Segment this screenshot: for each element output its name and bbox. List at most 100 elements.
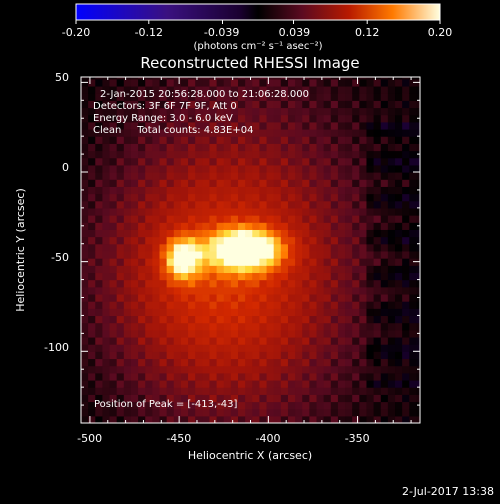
heatmap-cell	[130, 344, 139, 352]
heatmap-cell	[323, 77, 332, 80]
heatmap-cell	[273, 379, 282, 388]
heatmap-cell	[216, 351, 225, 360]
heatmap-cell	[245, 121, 253, 130]
heatmap-cell	[345, 293, 353, 302]
heatmap-cell	[380, 78, 389, 87]
heatmap-cell	[138, 301, 146, 309]
heatmap-cell	[266, 215, 275, 223]
heatmap-cell	[223, 408, 232, 417]
heatmap-cell	[302, 272, 310, 281]
heatmap-cell	[152, 93, 161, 101]
heatmap-cell	[223, 121, 232, 130]
heatmap-cell	[266, 179, 275, 187]
heatmap-cell	[145, 78, 153, 87]
heatmap-cell	[266, 164, 275, 173]
colorbar-tick-label: 0.20	[428, 26, 453, 39]
heatmap-cell	[102, 207, 111, 216]
heatmap-cell	[223, 107, 232, 116]
heatmap-cell	[238, 272, 246, 281]
heatmap-cell	[266, 150, 275, 159]
heatmap-cell	[138, 121, 146, 130]
heatmap-cell	[373, 179, 382, 187]
heatmap-cell	[159, 279, 168, 288]
heatmap-cell	[295, 193, 303, 202]
heatmap-cell	[366, 258, 375, 266]
heatmap-cell	[81, 222, 89, 230]
heatmap-cell	[402, 372, 410, 381]
heatmap-cell	[273, 143, 282, 152]
heatmap-cell	[280, 336, 289, 345]
heatmap-cell	[309, 243, 318, 252]
heatmap-cell	[159, 229, 168, 238]
heatmap-cell	[302, 329, 310, 338]
heatmap-cell	[287, 372, 296, 381]
heatmap-cell	[145, 387, 153, 395]
heatmap-cell	[123, 128, 132, 137]
heatmap-cell	[366, 286, 375, 295]
heatmap-cell	[287, 207, 296, 216]
heatmap-cell	[259, 93, 268, 101]
heatmap-cell	[123, 315, 132, 324]
heatmap-cell	[402, 301, 410, 309]
heatmap-cell	[316, 272, 325, 281]
heatmap-cell	[323, 164, 332, 173]
heatmap-cell	[287, 114, 296, 123]
heatmap-cell	[173, 351, 182, 360]
heatmap-cell	[116, 136, 125, 144]
heatmap-cell	[109, 229, 118, 238]
heatmap-cell	[238, 365, 246, 374]
heatmap-cell	[173, 415, 182, 423]
heatmap-cell	[180, 215, 189, 223]
heatmap-cell	[409, 372, 418, 381]
heatmap-cell	[316, 243, 325, 252]
heatmap-cell	[416, 308, 420, 317]
heatmap-cell	[366, 93, 375, 101]
heatmap-cell	[302, 186, 310, 195]
heatmap-cell	[387, 379, 396, 388]
heatmap-cell	[373, 186, 382, 195]
heatmap-cell	[266, 415, 275, 423]
heatmap-cell	[216, 207, 225, 216]
heatmap-cell	[95, 93, 104, 101]
heatmap-cell	[209, 401, 218, 410]
heatmap-cell	[359, 207, 368, 216]
heatmap-cell	[387, 258, 396, 266]
heatmap-cell	[109, 200, 118, 209]
heatmap-cell	[337, 336, 346, 345]
heatmap-cell	[245, 286, 253, 295]
heatmap-cell	[216, 258, 225, 266]
heatmap-cell	[266, 250, 275, 259]
heatmap-cell	[259, 207, 268, 216]
heatmap-cell	[387, 301, 396, 309]
heatmap-cell	[209, 143, 218, 152]
heatmap-cell	[238, 186, 246, 195]
heatmap-cell	[123, 372, 132, 381]
heatmap-cell	[266, 336, 275, 345]
heatmap-cell	[173, 164, 182, 173]
heatmap-cell	[188, 415, 196, 423]
heatmap-cell	[409, 308, 418, 317]
heatmap-cell	[188, 329, 196, 338]
heatmap-cell	[152, 394, 161, 403]
heatmap-cell	[337, 236, 346, 245]
annotation-time-range: 2-Jan-2015 20:56:28.000 to 21:06:28.000	[100, 89, 309, 100]
heatmap-cell	[252, 308, 261, 317]
heatmap-cell	[238, 344, 246, 352]
heatmap-cell	[273, 258, 282, 266]
heatmap-cell	[230, 114, 239, 123]
heatmap-cell	[238, 308, 246, 317]
heatmap-cell	[81, 265, 89, 274]
heatmap-cell	[216, 365, 225, 374]
axis-ticks	[81, 77, 420, 423]
heatmap-cell	[252, 100, 261, 109]
heatmap-cell	[230, 93, 239, 101]
heatmap-cell	[359, 179, 368, 187]
heatmap-cell	[345, 372, 353, 381]
heatmap-cell	[287, 236, 296, 245]
heatmap-cell	[238, 157, 246, 166]
heatmap-cell	[130, 215, 139, 223]
heatmap-cell	[280, 85, 289, 94]
heatmap-cell	[188, 85, 196, 94]
heatmap-cell	[180, 336, 189, 345]
heatmap-cell	[188, 107, 196, 116]
